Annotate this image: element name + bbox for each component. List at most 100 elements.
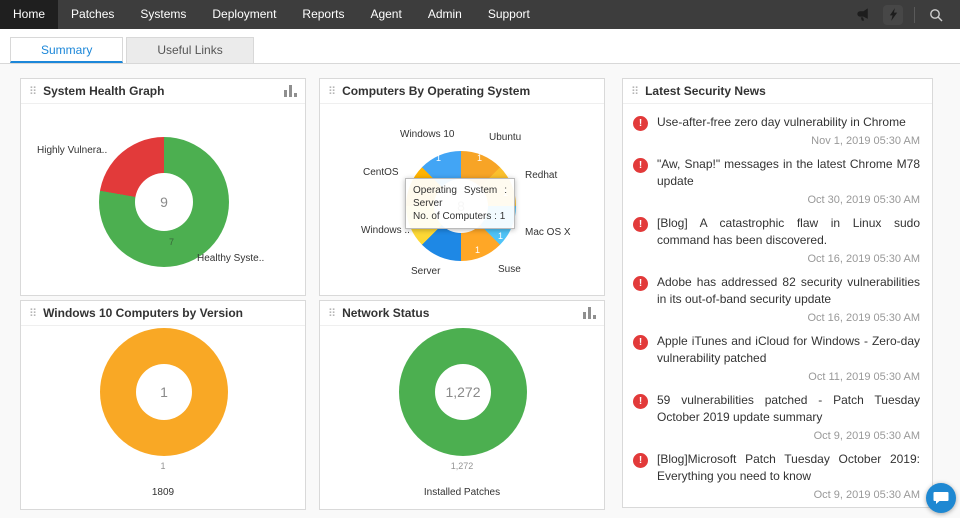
news-item[interactable]: ! "Aw, Snap!" messages in the latest Chr… [633, 149, 920, 208]
donut-hole: 9 [135, 173, 193, 231]
chart-tooltip: Operating System : Server No. of Compute… [405, 178, 515, 229]
widget-security-news: ⠿ Latest Security News ! Use-after-free … [622, 78, 933, 508]
alert-icon: ! [633, 158, 648, 173]
tab-useful-links[interactable]: Useful Links [126, 37, 254, 63]
nav-item[interactable]: Home [0, 0, 59, 29]
chart-type-icon[interactable] [583, 307, 596, 319]
widget-header: ⠿ Latest Security News [623, 79, 932, 104]
tab-summary[interactable]: Summary [10, 37, 124, 63]
news-title[interactable]: "Aw, Snap!" messages in the latest Chrom… [657, 157, 920, 188]
widget-header: ⠿ Computers By Operating System [320, 79, 604, 104]
windows10-version-donut-chart[interactable]: 1 [100, 328, 228, 456]
news-date: Oct 16, 2019 05:30 AM [807, 253, 920, 265]
news-body: [Blog]Microsoft Patch Tuesday October 20… [657, 451, 920, 501]
news-date: Oct 30, 2019 05:30 AM [807, 194, 920, 206]
news-title[interactable]: Use-after-free zero day vulnerability in… [657, 115, 906, 129]
drag-handle-icon[interactable]: ⠿ [29, 85, 38, 98]
widget-windows10-by-version: ⠿ Windows 10 Computers by Version 1 1 18… [20, 300, 306, 510]
nav-item[interactable]: Agent [370, 7, 402, 21]
widget-header: ⠿ Network Status [320, 301, 604, 326]
widget-title: Network Status [342, 306, 430, 320]
search-icon[interactable] [926, 5, 946, 25]
tooltip-line: Operating System : [413, 185, 507, 196]
widget-title: Computers By Operating System [342, 84, 531, 98]
news-item[interactable]: ! Patches released for eight highly crit… [633, 503, 920, 507]
label-suse: Suse [498, 264, 521, 275]
label-windows10: Windows 10 [400, 129, 455, 140]
healthy-slice-value: 7 [169, 237, 175, 247]
label-macosx: Mac OS X [525, 227, 571, 238]
alert-icon: ! [633, 453, 648, 468]
nav-item[interactable]: Support [487, 7, 530, 21]
nav-item[interactable]: Patches [71, 7, 115, 21]
news-date: Oct 16, 2019 05:30 AM [807, 312, 920, 324]
navbar-actions [852, 0, 960, 29]
label-redhat: Redhat [525, 170, 558, 181]
security-news-list: ! Use-after-free zero day vulnerability … [623, 105, 932, 507]
nav-item[interactable]: Systems [140, 7, 187, 21]
network-status-donut-chart[interactable]: 1,272 [399, 328, 527, 456]
nav-item[interactable]: Admin [427, 7, 462, 21]
slice-value-suse: 1 [475, 245, 481, 255]
label-server: Server [411, 266, 441, 277]
drag-handle-icon[interactable]: ⠿ [328, 85, 337, 98]
label-ubuntu: Ubuntu [489, 132, 522, 143]
tooltip-line: Server [413, 198, 443, 209]
version-slice-value: 1 [160, 461, 166, 471]
widget-system-health: ⠿ System Health Graph 9 Highly Vulnera..… [20, 78, 306, 296]
donut-total-value: 1,272 [445, 384, 481, 400]
slice-value-ubuntu: 1 [477, 153, 483, 163]
drag-handle-icon[interactable]: ⠿ [631, 85, 640, 98]
slice-value-windows10: 1 [436, 153, 442, 163]
drag-handle-icon[interactable]: ⠿ [328, 307, 337, 320]
chat-widget-button[interactable] [926, 483, 956, 513]
widget-network-status: ⠿ Network Status 1,272 1,272 Installed P… [319, 300, 605, 510]
news-body: "Aw, Snap!" messages in the latest Chrom… [657, 156, 920, 206]
version-axis-label: 1809 [151, 487, 175, 498]
news-date: Oct 11, 2019 05:30 AM [808, 371, 920, 383]
quick-actions-icon[interactable] [883, 4, 903, 25]
news-item[interactable]: ! Adobe has addressed 82 security vulner… [633, 267, 920, 326]
news-title[interactable]: Adobe has addressed 82 security vulnerab… [657, 275, 920, 306]
news-body: Apple iTunes and iCloud for Windows - Ze… [657, 333, 920, 383]
alert-icon: ! [633, 335, 648, 350]
news-item[interactable]: ! [Blog] A catastrophic flaw in Linux su… [633, 208, 920, 267]
label-windows-other: Windows .. [361, 225, 410, 236]
label-healthy: Healthy Syste.. [197, 253, 265, 264]
chart-type-icon[interactable] [284, 85, 297, 97]
news-title[interactable]: 59 vulnerabilities patched - Patch Tuesd… [657, 393, 920, 424]
news-body: Adobe has addressed 82 security vulnerab… [657, 274, 920, 324]
news-date: Oct 9, 2019 05:30 AM [813, 430, 920, 442]
patches-slice-value: 1,272 [450, 461, 474, 471]
news-body: [Blog] A catastrophic flaw in Linux sudo… [657, 215, 920, 265]
news-item[interactable]: ! Use-after-free zero day vulnerability … [633, 107, 920, 149]
label-centos: CentOS [363, 167, 399, 178]
top-navbar: Home Patches Systems Deployment Reports Agent… [0, 0, 960, 29]
announcement-icon[interactable] [852, 5, 872, 25]
news-item[interactable]: ! 59 vulnerabilities patched - Patch Tue… [633, 385, 920, 444]
drag-handle-icon[interactable]: ⠿ [29, 307, 38, 320]
news-item[interactable]: ! [Blog]Microsoft Patch Tuesday October … [633, 444, 920, 503]
donut-hole: 1,272 [435, 364, 491, 420]
alert-icon: ! [633, 116, 648, 131]
widget-title: System Health Graph [43, 84, 165, 98]
news-title[interactable]: Apple iTunes and iCloud for Windows - Ze… [657, 334, 920, 365]
patches-axis-label: Installed Patches [423, 487, 501, 498]
widget-header: ⠿ Windows 10 Computers by Version [21, 301, 305, 326]
nav-item[interactable]: Reports [302, 7, 345, 21]
widget-title: Latest Security News [645, 84, 766, 98]
news-item[interactable]: ! Apple iTunes and iCloud for Windows - … [633, 326, 920, 385]
donut-hole: 1 [136, 364, 192, 420]
nav-item[interactable]: Deployment [212, 7, 277, 21]
label-highly-vulnerable: Highly Vulnera.. [37, 145, 108, 156]
alert-icon: ! [633, 217, 648, 232]
tab-bar: Summary Useful Links [0, 29, 960, 64]
system-health-donut-chart[interactable]: 9 [99, 137, 229, 267]
news-title[interactable]: [Blog] A catastrophic flaw in Linux sudo… [657, 216, 920, 247]
news-body: Use-after-free zero day vulnerability in… [657, 114, 920, 147]
widget-title: Windows 10 Computers by Version [43, 306, 243, 320]
slice-value-macosx: 1 [498, 231, 504, 241]
tooltip-line: No. of Computers : 1 [413, 211, 506, 222]
news-title[interactable]: [Blog]Microsoft Patch Tuesday October 20… [657, 452, 920, 483]
